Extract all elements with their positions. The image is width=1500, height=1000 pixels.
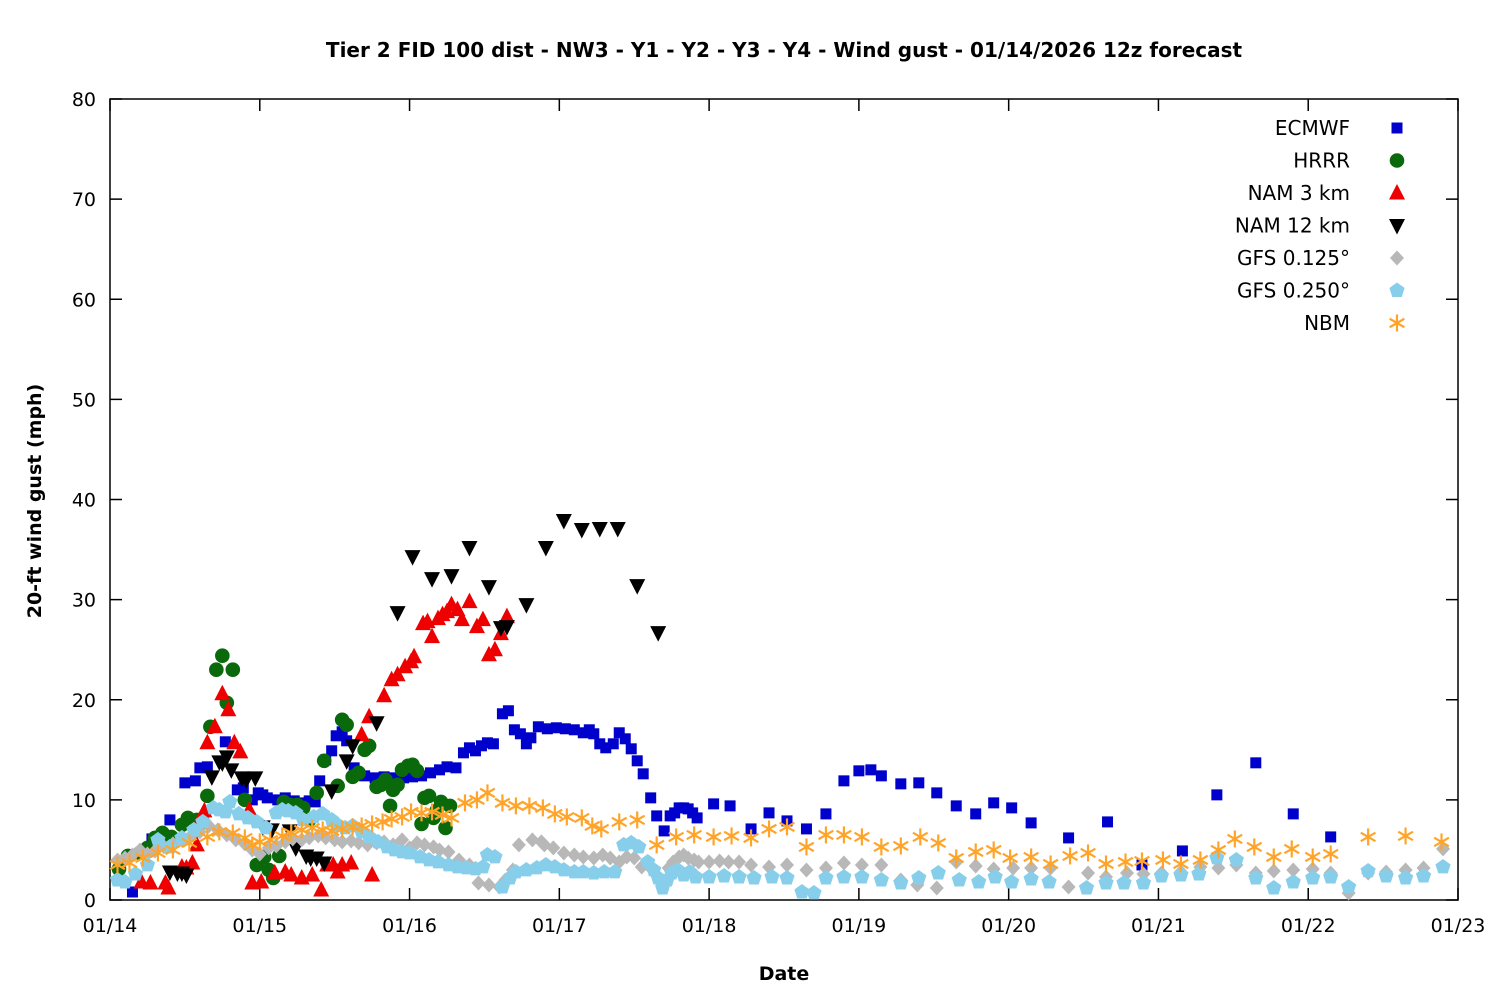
x-tick-label: 01/23	[1431, 915, 1486, 937]
x-tick-label: 01/17	[532, 915, 587, 937]
legend-label: HRRR	[1293, 149, 1350, 173]
y-tick-label: 0	[84, 890, 96, 912]
series-hrrr	[111, 648, 458, 886]
x-tick-label: 01/14	[83, 915, 138, 937]
y-tick-label: 30	[72, 590, 96, 612]
legend-label: NAM 3 km	[1248, 181, 1350, 205]
x-tick-label: 01/16	[382, 915, 437, 937]
legend-entry-nam-12-km: NAM 12 km	[1235, 214, 1405, 238]
y-tick-label: 10	[72, 790, 96, 812]
legend-label: NAM 12 km	[1235, 214, 1350, 238]
series-ecmwf	[126, 705, 1337, 898]
y-tick-label: 70	[72, 189, 96, 211]
y-tick-label: 60	[72, 289, 96, 311]
legend-label: ECMWF	[1275, 116, 1350, 140]
y-tick-label: 50	[72, 389, 96, 411]
y-tick-label: 20	[72, 690, 96, 712]
legend-entry-ecmwf: ECMWF	[1275, 116, 1403, 140]
x-tick-label: 01/22	[1281, 915, 1336, 937]
legend-label: GFS 0.250°	[1237, 279, 1350, 303]
x-tick-label: 01/18	[682, 915, 737, 937]
x-tick-label: 01/19	[832, 915, 887, 937]
legend-entry-nbm: NBM	[1304, 311, 1405, 335]
legend-entry-nam-3-km: NAM 3 km	[1248, 181, 1405, 205]
chart-title: Tier 2 FID 100 dist - NW3 - Y1 - Y2 - Y3…	[325, 38, 1243, 62]
series-nam-12-km	[161, 514, 667, 884]
y-tick-label: 40	[72, 490, 96, 512]
x-axis-label: Date	[758, 963, 810, 985]
series-gfs-0-250-	[109, 793, 1451, 900]
legend-entry-hrrr: HRRR	[1293, 149, 1405, 173]
series-gfs-0-125-	[110, 818, 1451, 901]
x-tick-label: 01/20	[981, 915, 1036, 937]
series-nbm	[109, 784, 1450, 874]
series-nam-3-km	[133, 592, 515, 897]
legend-entry-gfs-0-125-: GFS 0.125°	[1237, 246, 1404, 270]
legend-entry-gfs-0-250-: GFS 0.250°	[1237, 279, 1405, 303]
legend-label: NBM	[1304, 311, 1350, 335]
legend: ECMWF HRRR NAM 3 km NAM 12 km GFS 0.125° GFS …	[1235, 116, 1405, 335]
y-tick-label: 80	[72, 89, 96, 111]
x-tick-label: 01/15	[232, 915, 287, 937]
x-tick-label: 01/21	[1131, 915, 1186, 937]
legend-label: GFS 0.125°	[1237, 246, 1350, 270]
